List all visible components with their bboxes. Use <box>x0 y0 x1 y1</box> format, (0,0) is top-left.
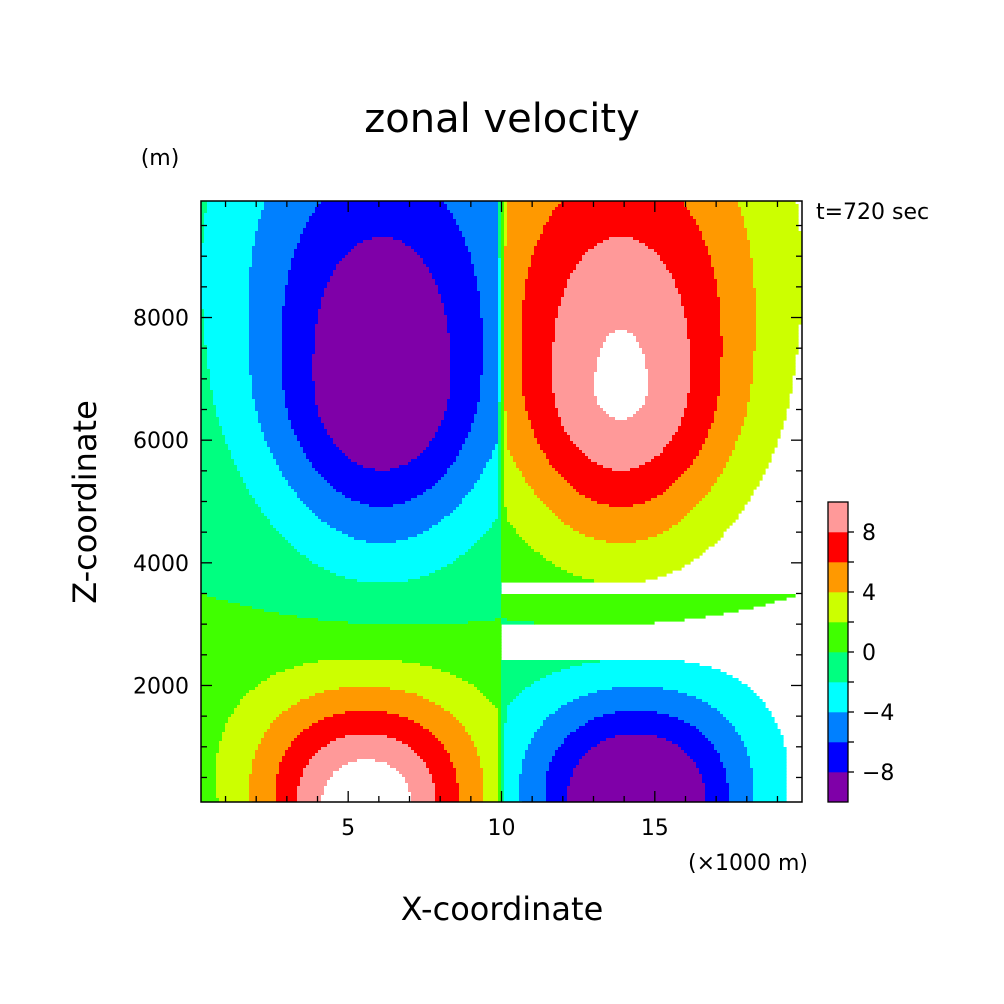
colorbar-swatch <box>828 742 848 773</box>
time-label: t=720 sec <box>816 200 929 225</box>
colorbar-swatch <box>828 562 848 593</box>
contour-field <box>201 201 802 802</box>
y-tick-label: 4000 <box>133 552 189 577</box>
x-unit-label: (×1000 m) <box>688 851 808 876</box>
x-tick-label: 5 <box>341 816 355 841</box>
colorbar-swatch <box>828 772 848 803</box>
colorbar-tick-label: −4 <box>862 701 894 726</box>
x-tick-label: 15 <box>641 816 669 841</box>
colorbar: 8 4 0 −4 −8 <box>827 501 894 803</box>
colorbar-swatch <box>828 502 848 533</box>
colorbar-swatch <box>828 682 848 713</box>
colorbar-tick-label: −8 <box>862 761 894 786</box>
y-tick-label: 2000 <box>133 674 189 699</box>
y-axis-label: Z-coordinate <box>66 400 104 604</box>
x-axis-label: X-coordinate <box>401 890 604 928</box>
x-tick-label: 10 <box>488 816 516 841</box>
colorbar-swatch <box>828 532 848 563</box>
y-tick-label: 8000 <box>133 307 189 332</box>
axes: 5 10 15 2000 4000 6000 8000 <box>133 201 802 841</box>
colorbar-swatch <box>828 712 848 743</box>
colorbar-swatch <box>828 652 848 683</box>
y-unit-label: (m) <box>141 146 180 171</box>
chart-title: zonal velocity <box>364 96 640 142</box>
colorbar-tick-label: 8 <box>862 521 876 546</box>
colorbar-tick-label: 0 <box>862 641 876 666</box>
colorbar-swatch <box>828 622 848 653</box>
colorbar-swatch <box>828 592 848 623</box>
y-tick-label: 6000 <box>133 429 189 454</box>
colorbar-tick-label: 4 <box>862 581 876 606</box>
